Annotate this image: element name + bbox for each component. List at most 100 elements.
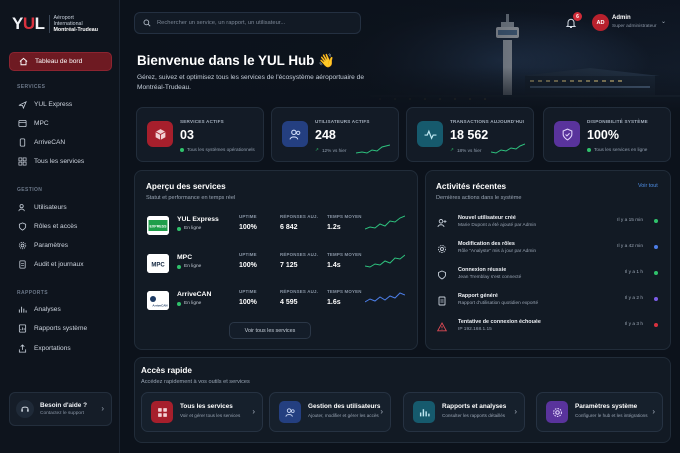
status-dot	[177, 226, 181, 231]
page-subtitle: Gérez, suivez et optimisez tous les serv…	[137, 74, 365, 91]
hero-banner	[120, 0, 680, 112]
stat-label: TRANSACTIONS AUJOURD'HUI	[450, 119, 525, 124]
uptime-value: 100%	[239, 299, 257, 306]
report-icon	[18, 324, 27, 333]
airport-night-illustration	[120, 0, 680, 112]
sidebar-item-mpc[interactable]: MPC	[9, 114, 112, 133]
quick-card-title: Paramètres système	[575, 403, 638, 410]
service-name: YUL Express	[177, 216, 219, 223]
service-name: MPC	[177, 254, 193, 261]
time-value: 1.2s	[327, 224, 341, 231]
apps-icon	[18, 157, 27, 166]
pulse-icon	[417, 121, 443, 147]
trend-up-icon: ↗	[315, 147, 319, 152]
status-dot	[654, 219, 658, 223]
col-time-header: TEMPS MOYEN	[327, 252, 362, 257]
sidebar-item-system-reports[interactable]: Rapports système	[9, 319, 112, 338]
activity-item[interactable]: Connexion réussie Jean Tremblay s'est co…	[436, 267, 661, 289]
sidebar-item-exports[interactable]: Exportations	[9, 339, 112, 358]
sidebar-item-yul-express[interactable]: YUL Express	[9, 95, 112, 114]
services-panel-title: Aperçu des services	[146, 182, 226, 191]
quick-card-all-services[interactable]: Tous les services Voir et gérer tous les…	[141, 392, 263, 432]
quick-card-reports[interactable]: Rapports et analyses Consulter les rappo…	[403, 392, 525, 432]
stat-value: 18 562	[450, 128, 489, 142]
sidebar-item-analyses[interactable]: Analyses	[9, 300, 112, 319]
status-badge: En ligne	[177, 264, 201, 269]
activity-time: Il y a 1 h	[624, 270, 643, 275]
service-row-mpc[interactable]: MPC MPC En ligne UPTIME 100% RÉPONSES AU…	[147, 252, 409, 282]
stat-card-users[interactable]: UTILISATEURS ACTIFS 248 ↗ 12% vs hier	[271, 107, 399, 162]
services-overview-panel	[134, 170, 418, 350]
service-sparkline	[365, 254, 405, 268]
activity-time: Il y a 3 h	[624, 322, 643, 327]
doc-icon	[18, 260, 27, 269]
user-plus-icon	[436, 217, 448, 229]
col-time-header: TEMPS MOYEN	[327, 289, 362, 294]
headset-icon	[16, 400, 34, 418]
responses-value: 6 842	[280, 224, 298, 231]
activity-time: Il y a 2 h	[624, 296, 643, 301]
sidebar-item-dashboard[interactable]: Tableau de bord	[9, 52, 112, 71]
activity-item[interactable]: Tentative de connexion échouée IP 192.16…	[436, 319, 661, 341]
col-uptime-header: UPTIME	[239, 214, 257, 219]
responses-value: 7 125	[280, 262, 298, 269]
view-all-services-button[interactable]: Voir tous les services	[229, 322, 311, 339]
quick-card-subtitle: Consulter les rapports détaillés	[442, 413, 506, 418]
brand-logo[interactable]: YUL Aéroport International Montréal-Trud…	[12, 14, 98, 34]
stat-value: 100%	[587, 128, 619, 142]
gear-icon	[18, 241, 27, 250]
avatar[interactable]: AD	[592, 14, 609, 31]
svg-text:MPC: MPC	[151, 263, 165, 269]
global-search[interactable]	[134, 12, 361, 34]
col-time-header: TEMPS MOYEN	[327, 214, 362, 219]
mpc-logo: MPC	[147, 254, 169, 273]
view-all-activity-link[interactable]: Voir tout	[638, 183, 658, 189]
activity-title: Tentative de connexion échouée	[458, 319, 541, 325]
search-input[interactable]	[157, 20, 357, 26]
activity-title: Rapport généré	[458, 293, 498, 299]
shield-icon	[436, 269, 448, 281]
home-icon	[19, 57, 28, 66]
status-dot	[654, 271, 658, 275]
status-dot	[177, 301, 181, 306]
help-card[interactable]: Besoin d'aide ? Contactez le support ›	[9, 392, 112, 426]
sidebar-item-audit[interactable]: Audit et journaux	[9, 255, 112, 274]
sidebar-item-settings[interactable]: Paramètres	[9, 236, 112, 255]
stat-card-availability[interactable]: DISPONIBILITÉ SYSTÈME 100% Tous les serv…	[543, 107, 671, 162]
sidebar-item-arrivecan[interactable]: ArriveCAN	[9, 133, 112, 152]
chevron-down-icon[interactable]: ⌄	[661, 19, 667, 25]
plane-icon	[18, 100, 27, 109]
chart-icon	[413, 401, 435, 423]
chevron-right-icon: ›	[514, 407, 517, 416]
stat-card-services[interactable]: SERVICES ACTIFS 03 Tous les systèmes opé…	[136, 107, 264, 162]
services-panel-subtitle: Statut et performance en temps réel	[146, 195, 236, 201]
stat-card-transactions[interactable]: TRANSACTIONS AUJOURD'HUI 18 562 ↗ 18% vs …	[406, 107, 534, 162]
activity-item[interactable]: Modification des rôles Rôle "Analyste" m…	[436, 241, 661, 263]
doc-icon	[436, 295, 448, 307]
responses-value: 4 595	[280, 299, 298, 306]
quick-access-subtitle: Accédez rapidement à vos outils et servi…	[141, 379, 250, 385]
sidebar-item-all-services[interactable]: Tous les services	[9, 152, 112, 171]
grid-icon	[18, 119, 27, 128]
col-responses-header: RÉPONSES AUJ.	[280, 214, 319, 219]
quick-card-user-management[interactable]: Gestion des utilisateurs Ajouter, modifi…	[269, 392, 391, 432]
chevron-right-icon: ›	[380, 407, 383, 416]
activity-item[interactable]: Nouvel utilisateur créé Marie Dupont a é…	[436, 215, 661, 237]
activity-title: Modification des rôles	[458, 241, 515, 247]
service-row-yul-express[interactable]: EXPRESS YUL Express En ligne UPTIME 100%…	[147, 214, 409, 244]
user-name[interactable]: Admin	[612, 15, 631, 21]
col-uptime-header: UPTIME	[239, 289, 257, 294]
service-row-arrivecan[interactable]: ArriveCAN ArriveCAN En ligne UPTIME 100%…	[147, 289, 409, 319]
stat-label: DISPONIBILITÉ SYSTÈME	[587, 119, 648, 124]
users-icon	[18, 203, 27, 212]
recent-activity-panel	[425, 170, 671, 350]
activity-subtitle: Jean Tremblay s'est connecté	[458, 275, 522, 280]
activity-item[interactable]: Rapport généré Rapport d'utilisation quo…	[436, 293, 661, 315]
sidebar-item-roles[interactable]: Rôles et accès	[9, 217, 112, 236]
quick-card-system-settings[interactable]: Paramètres système Configurer le hub et …	[536, 392, 663, 432]
help-title: Besoin d'aide ?	[40, 402, 87, 409]
sidebar-item-users[interactable]: Utilisateurs	[9, 198, 112, 217]
status-dot	[587, 147, 591, 152]
arrivecan-logo: ArriveCAN	[147, 291, 169, 310]
bell-icon[interactable]	[565, 16, 577, 28]
